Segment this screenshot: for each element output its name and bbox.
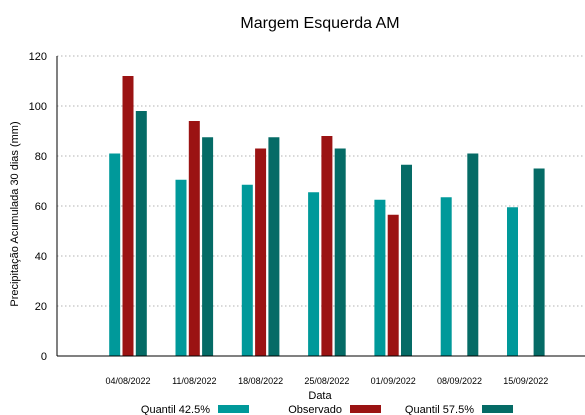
legend-label: Quantil 42.5% — [141, 404, 210, 415]
x-tick-label: 08/09/2022 — [437, 376, 482, 386]
bar-quantil-57-5-3 — [334, 148, 346, 356]
legend-label: Quantil 57.5% — [405, 404, 474, 415]
bar-quantil-42-5-2 — [241, 184, 253, 356]
bar-observado-1 — [188, 121, 200, 356]
y-tick-label: 40 — [35, 251, 47, 263]
bar-quantil-42-5-6 — [507, 207, 518, 356]
bar-quantil-57-5-6 — [533, 168, 545, 356]
legend-label: Observado — [288, 404, 342, 415]
bar-quantil-57-5-2 — [268, 137, 280, 356]
bar-observado-3 — [321, 136, 333, 356]
y-tick-label: 20 — [35, 301, 47, 313]
bar-quantil-57-5-5 — [467, 153, 479, 356]
x-tick-labels: 04/08/2022 11/08/2022 18/08/2022 25/08/2022… — [105, 376, 548, 386]
y-tick-label: 80 — [35, 151, 47, 163]
bar-quantil-42-5-0 — [109, 153, 121, 356]
bar-quantil-57-5-4 — [401, 164, 412, 356]
bars — [109, 76, 545, 356]
legend-swatch — [218, 405, 249, 413]
y-tick-label: 120 — [29, 51, 47, 63]
x-axis-label: Data — [308, 390, 332, 402]
axes — [56, 56, 585, 357]
bar-quantil-42-5-1 — [175, 179, 187, 356]
bar-observado-2 — [255, 148, 267, 356]
bar-observado-0 — [122, 76, 134, 356]
legend-swatch — [350, 405, 381, 413]
y-axis-label: Precipitação Acumulada 30 dias (mm) — [9, 121, 21, 306]
x-tick-label: 01/09/2022 — [371, 376, 416, 386]
y-tick-labels: 0 20 40 60 80 100 120 — [29, 51, 47, 363]
x-tick-label: 11/08/2022 — [172, 376, 216, 386]
bar-observado-4 — [387, 214, 399, 356]
bar-quantil-57-5-0 — [135, 111, 147, 356]
y-tick-label: 0 — [41, 351, 47, 363]
x-tick-label: 04/08/2022 — [105, 376, 150, 386]
y-tick-label: 100 — [29, 101, 47, 113]
x-tick-label: 18/08/2022 — [238, 376, 283, 386]
bar-quantil-42-5-3 — [308, 192, 320, 356]
x-tick-label: 25/08/2022 — [304, 376, 349, 386]
y-tick-label: 60 — [35, 201, 47, 213]
chart-title: Margem Esquerda AM — [240, 15, 399, 32]
bar-quantil-57-5-1 — [202, 137, 214, 356]
legend: Quantil 42.5% Observado Quantil 57.5% — [141, 404, 513, 415]
bar-quantil-42-5-5 — [440, 197, 452, 356]
legend-swatch — [482, 405, 513, 413]
x-tick-label: 15/09/2022 — [503, 376, 548, 386]
bar-quantil-42-5-4 — [374, 199, 386, 356]
